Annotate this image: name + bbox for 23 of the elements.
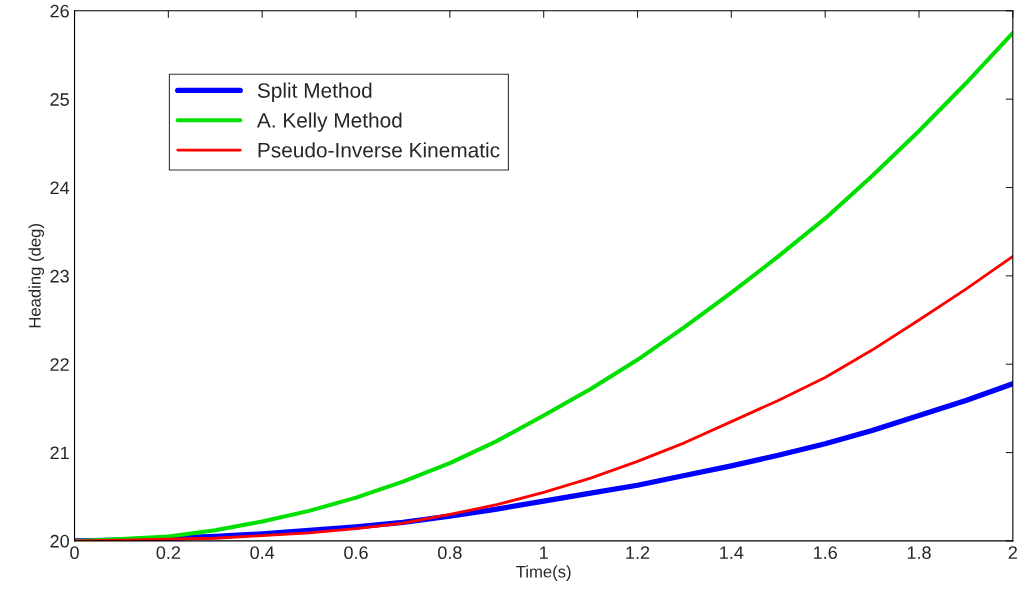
x-tick-label: 0.8 <box>438 546 462 560</box>
y-tick-label: 21 <box>50 446 69 460</box>
y-tick-label: 24 <box>50 181 70 195</box>
y-tick-label: 20 <box>50 534 69 548</box>
x-tick-label: 0.6 <box>344 546 368 560</box>
x-tick-label: 0.2 <box>156 546 181 560</box>
y-tick-label: 25 <box>50 93 69 106</box>
x-tick-label: 1.4 <box>720 546 744 559</box>
x-tick-label: 1 <box>540 546 548 559</box>
x-tick-label: 1.6 <box>814 546 837 560</box>
x-axis-title: Time(s) <box>516 565 571 581</box>
legend-label: A. Kelly Method <box>256 112 402 132</box>
legend-label: Split Method <box>257 82 372 102</box>
y-tick-label: 22 <box>50 358 69 371</box>
x-tick-label: 1.8 <box>907 546 931 560</box>
y-tick-label: 26 <box>50 4 69 18</box>
y-tick-label: 23 <box>50 269 69 283</box>
legend-label: Pseudo-Inverse Kinematic <box>258 142 500 158</box>
x-tick-label: 1.2 <box>626 546 650 559</box>
x-tick-label: 0.4 <box>250 546 275 560</box>
x-tick-label: 0 <box>70 546 79 560</box>
y-axis-title: Heading (deg) <box>28 224 45 328</box>
x-tick-label: 2 <box>1008 546 1017 559</box>
